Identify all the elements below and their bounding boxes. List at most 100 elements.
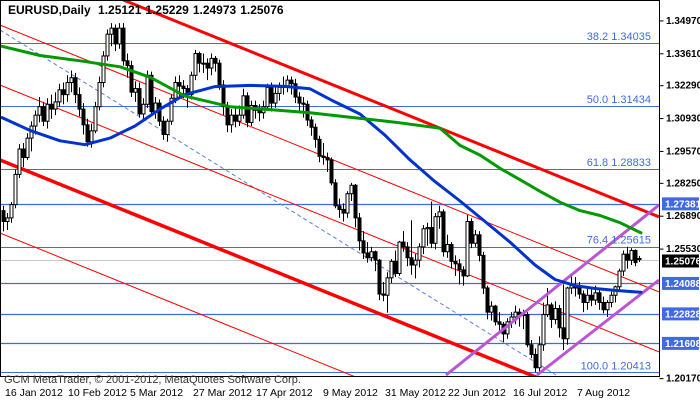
plot-area[interactable]: 38.2 1.34035 50.0 1.31434 61.8 1.28833 76.4… <box>0 0 659 402</box>
candle-body-bull <box>97 82 102 108</box>
candle-body-bear <box>49 103 54 110</box>
candle <box>101 51 106 88</box>
candle-body-bear <box>529 344 534 355</box>
candle-body-bull <box>193 53 198 76</box>
candle-body-bear <box>269 86 274 104</box>
candle <box>337 198 342 218</box>
candle-body-bull <box>145 74 150 105</box>
candle <box>41 101 46 127</box>
candle-body-bull <box>489 305 494 313</box>
candle <box>21 142 26 168</box>
candle-body-bull <box>617 270 622 288</box>
candle-body-bull <box>273 92 278 104</box>
candle <box>605 300 610 317</box>
candle <box>237 105 242 127</box>
candle <box>405 242 410 267</box>
candle-body-bull <box>605 301 610 311</box>
candle-body-bear <box>581 293 586 303</box>
candle <box>1 205 6 232</box>
red-channel-line-thick <box>1 158 538 376</box>
candle-body-bull <box>609 294 614 303</box>
candle-body-bear <box>177 82 182 87</box>
candle <box>493 304 498 326</box>
candle <box>273 86 278 108</box>
current-price-flag-box <box>662 254 699 268</box>
candle <box>285 75 290 93</box>
candle-body-bear <box>341 208 346 214</box>
candle <box>437 205 442 229</box>
candle <box>585 287 590 310</box>
candle-body-bull <box>229 114 234 126</box>
sr-price-flag: 1.24088 <box>662 276 700 290</box>
sr-price-flag-label: 1.27381 <box>665 199 700 210</box>
candle <box>209 53 214 76</box>
candle-body-bull <box>169 97 174 122</box>
candle <box>309 116 314 136</box>
candle-body-bull <box>65 82 70 96</box>
candle <box>137 82 142 118</box>
candle-body-bear <box>557 308 562 329</box>
candle-body-bear <box>217 62 222 86</box>
candle-body-bear <box>357 217 362 242</box>
candle <box>241 88 246 119</box>
candle-body-bear <box>137 88 142 115</box>
candle <box>429 201 434 249</box>
candle-body-bear <box>469 221 474 244</box>
candle-body-bull <box>593 292 598 301</box>
candle-body-bear <box>77 94 82 110</box>
candle <box>329 157 334 186</box>
candle-body-bull <box>237 114 242 122</box>
candle <box>525 312 530 348</box>
candle-body-bull <box>189 74 194 96</box>
candle <box>157 99 162 127</box>
candle <box>501 321 506 343</box>
candle-body-bear <box>477 234 482 256</box>
date-axis[interactable]: 16 Jan 2012 10 Feb 2012 5 Mar 2012 27 Mar 2… <box>5 387 630 399</box>
candle-body-bear <box>289 79 294 85</box>
candle <box>577 281 582 299</box>
candle <box>245 92 250 128</box>
ma-slow-green <box>1 44 643 235</box>
candle-body-bull <box>277 86 282 94</box>
candle <box>333 179 338 209</box>
candle-body-bull <box>445 243 450 253</box>
candle-body-bull <box>101 55 106 84</box>
candle-body-bear <box>213 57 218 64</box>
price-tick-label: 1.30930 <box>666 114 700 125</box>
date-tick-label: 31 May 2012 <box>385 387 446 399</box>
candle <box>609 291 614 308</box>
candle <box>549 302 554 328</box>
candle <box>537 336 542 372</box>
price-axis[interactable]: 1.34970 1.33610 1.32290 1.30930 1.29570 1.282… <box>659 16 700 385</box>
candle-body-bull <box>209 57 214 69</box>
candle-body-bear <box>549 304 554 320</box>
candle-body-bear <box>429 227 434 244</box>
price-tick-label: 1.33610 <box>666 49 700 60</box>
candle-body-bull <box>33 114 38 127</box>
candle <box>625 246 630 269</box>
candle <box>421 225 426 255</box>
candle <box>109 23 114 47</box>
candle-body-bull <box>565 287 570 340</box>
candle-body-bull <box>537 344 542 369</box>
candle-body-bear <box>333 182 338 207</box>
candle-body-bear <box>449 243 454 262</box>
candle <box>461 266 466 286</box>
candle-body-bear <box>129 65 134 93</box>
candle-body-bull <box>585 294 590 303</box>
ohlc-high: 1.25229 <box>145 3 189 17</box>
candle <box>133 81 138 102</box>
candle-body-bull <box>629 250 634 261</box>
candle <box>25 133 30 160</box>
sr-price-flag: 1.27381 <box>662 197 700 211</box>
candle-body-bull <box>425 227 430 230</box>
candle-body-bull <box>413 259 418 266</box>
candle-body-bull <box>465 221 470 277</box>
candle-body-bear <box>497 321 502 325</box>
candle <box>617 268 622 291</box>
candle <box>637 255 642 263</box>
candle <box>65 75 70 102</box>
price-tick-label: 1.28250 <box>666 178 700 189</box>
